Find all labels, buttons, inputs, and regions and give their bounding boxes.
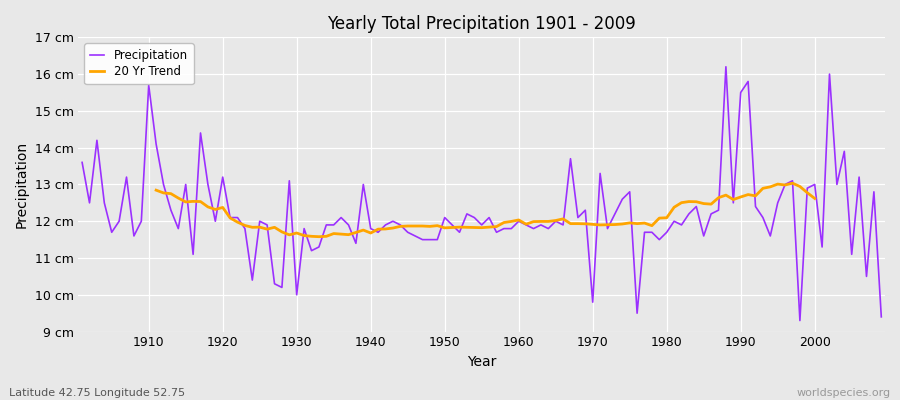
Precipitation (506, 226, 517, 231)
Line: Precipitation: Precipitation (82, 67, 881, 320)
Legend: Precipitation, 20 Yr Trend: Precipitation, 20 Yr Trend (85, 43, 194, 84)
Y-axis label: Precipitation: Precipitation (15, 141, 29, 228)
20 Yr Trend (239, 223, 250, 228)
Precipitation (343, 222, 354, 227)
Line: 20 Yr Trend: 20 Yr Trend (156, 183, 814, 237)
Precipitation (513, 219, 524, 224)
20 Yr Trend (616, 222, 627, 226)
X-axis label: Year: Year (467, 355, 497, 369)
20 Yr Trend (358, 228, 369, 232)
20 Yr Trend (150, 188, 161, 192)
20 Yr Trend (313, 234, 324, 239)
Precipitation (136, 219, 147, 224)
20 Yr Trend (706, 202, 716, 206)
Precipitation (876, 314, 886, 319)
Text: Latitude 42.75 Longitude 52.75: Latitude 42.75 Longitude 52.75 (9, 388, 185, 398)
20 Yr Trend (809, 196, 820, 201)
Precipitation (76, 160, 87, 165)
20 Yr Trend (788, 181, 798, 186)
Precipitation (299, 226, 310, 231)
20 Yr Trend (721, 193, 732, 198)
Precipitation (721, 64, 732, 69)
Title: Yearly Total Precipitation 1901 - 2009: Yearly Total Precipitation 1901 - 2009 (328, 15, 636, 33)
Text: worldspecies.org: worldspecies.org (796, 388, 891, 398)
Precipitation (795, 318, 806, 323)
20 Yr Trend (795, 184, 806, 189)
Precipitation (602, 226, 613, 231)
